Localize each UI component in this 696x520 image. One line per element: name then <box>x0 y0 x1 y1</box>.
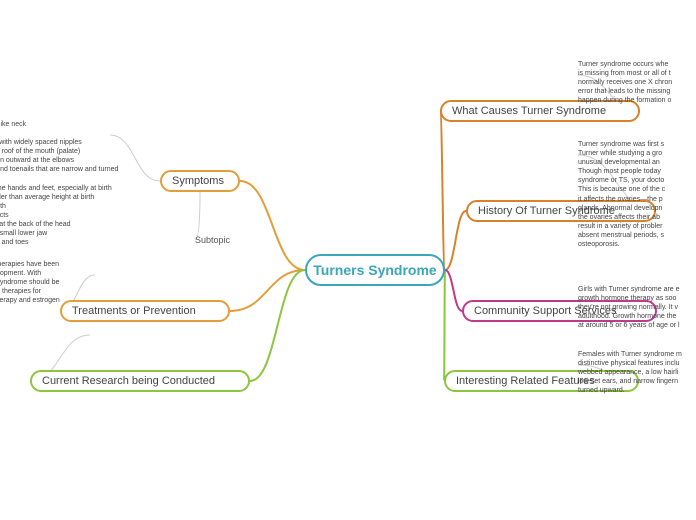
detail-line: result in a variety of probler <box>578 222 696 231</box>
detail-line: absent menstrual periods, s <box>578 231 696 240</box>
detail-line: Females with Turner syndrome m <box>578 350 696 359</box>
detail-line: Slowed growth <box>0 202 140 211</box>
detail-line: This is because one of the c <box>578 185 696 194</box>
detail-line: osteoporosis. <box>578 240 696 249</box>
detail-line: they're not growing normally. It v <box>578 303 696 312</box>
detail-line: Low-set ears <box>0 129 140 138</box>
detail-line: Turner while studying a gro <box>578 149 696 158</box>
detail-line: Though most people today <box>578 167 696 176</box>
branch-symptoms[interactable]: Symptoms <box>160 170 240 192</box>
detail-history: Turner syndrome was first sTurner while … <box>578 140 696 249</box>
detail-treatments: r syndrome, but therapies have beenive p… <box>0 260 125 305</box>
detail-line: lives. The primary therapies for <box>0 287 125 296</box>
detail-causes: Turner syndrome occurs wheis missing fro… <box>578 60 696 105</box>
detail-line: happen during the formation o <box>578 96 696 105</box>
detail-line: webbed appearance, a low hairli <box>578 368 696 377</box>
detail-symptoms: Wide or weblike neckLow-set earsBroad ch… <box>0 120 140 247</box>
detail-line: Slightly smaller than average height at … <box>0 193 140 202</box>
subtopic-symptoms[interactable]: Subtopic <box>195 235 230 245</box>
detail-features: Females with Turner syndrome mdistinctiv… <box>578 350 696 395</box>
detail-line: ales with Turner syndrome should be <box>0 278 125 287</box>
detail-line: High, narrow roof of the mouth (palate) <box>0 147 140 156</box>
detail-research: ype modifies thees typically seen inal o… <box>0 320 120 365</box>
detail-line: Short fingers and toes <box>0 238 140 247</box>
detail-line: glands. Abnormal developn <box>578 204 696 213</box>
detail-line: turned upward. <box>578 386 696 395</box>
detail-line: Arms that turn outward at the elbows <box>0 156 140 165</box>
detail-line: growth hormone therapy as soo <box>578 294 696 303</box>
detail-line: unusual developmental an <box>578 158 696 167</box>
detail-line: al of this study is to <box>0 338 120 347</box>
detail-line: at around 5 or 6 years of age or l <box>578 321 696 330</box>
detail-support: Girls with Turner syndrome are egrowth h… <box>578 285 696 330</box>
detail-line: es typically seen in <box>0 329 120 338</box>
detail-line: adulthood. Growth hormone the <box>578 312 696 321</box>
detail-line: Turner syndrome was first s <box>578 140 696 149</box>
detail-line: syndrome or TS, your docto <box>578 176 696 185</box>
detail-line: Turner syndrome occurs whe <box>578 60 696 69</box>
center-node[interactable]: Turners Syndrome <box>305 254 445 286</box>
detail-line: vior. <box>0 356 120 365</box>
detail-line: low-set ears, and narrow fingern <box>578 377 696 386</box>
detail-line: ionship between <box>0 347 120 356</box>
detail-line: Fingernails and toenails that are narrow… <box>0 165 140 183</box>
detail-line: normally receives one X chron <box>578 78 696 87</box>
detail-line: error that leads to the missing <box>578 87 696 96</box>
detail-line: the ovaries affects their ab <box>578 213 696 222</box>
detail-line: Wide or weblike neck <box>0 120 140 129</box>
branch-research[interactable]: Current Research being Conducted <box>30 370 250 392</box>
detail-line: Swelling of the hands and feet, especial… <box>0 184 140 193</box>
detail-line: r syndrome, but therapies have been <box>0 260 125 269</box>
detail-line: it affects the ovaries—the p <box>578 195 696 204</box>
detail-line: ive physical development. With <box>0 269 125 278</box>
detail-line: rowth hormone therapy and estrogen <box>0 296 125 305</box>
detail-line: Receding or small lower jaw <box>0 229 140 238</box>
detail-line: is missing from most or all of t <box>578 69 696 78</box>
detail-line: Girls with Turner syndrome are e <box>578 285 696 294</box>
detail-line: Broad chest with widely spaced nipples <box>0 138 140 147</box>
detail-line: ype modifies the <box>0 320 120 329</box>
detail-line: Cardiac defects <box>0 211 140 220</box>
detail-line: Low hairline at the back of the head <box>0 220 140 229</box>
detail-line: distinctive physical features inclu <box>578 359 696 368</box>
